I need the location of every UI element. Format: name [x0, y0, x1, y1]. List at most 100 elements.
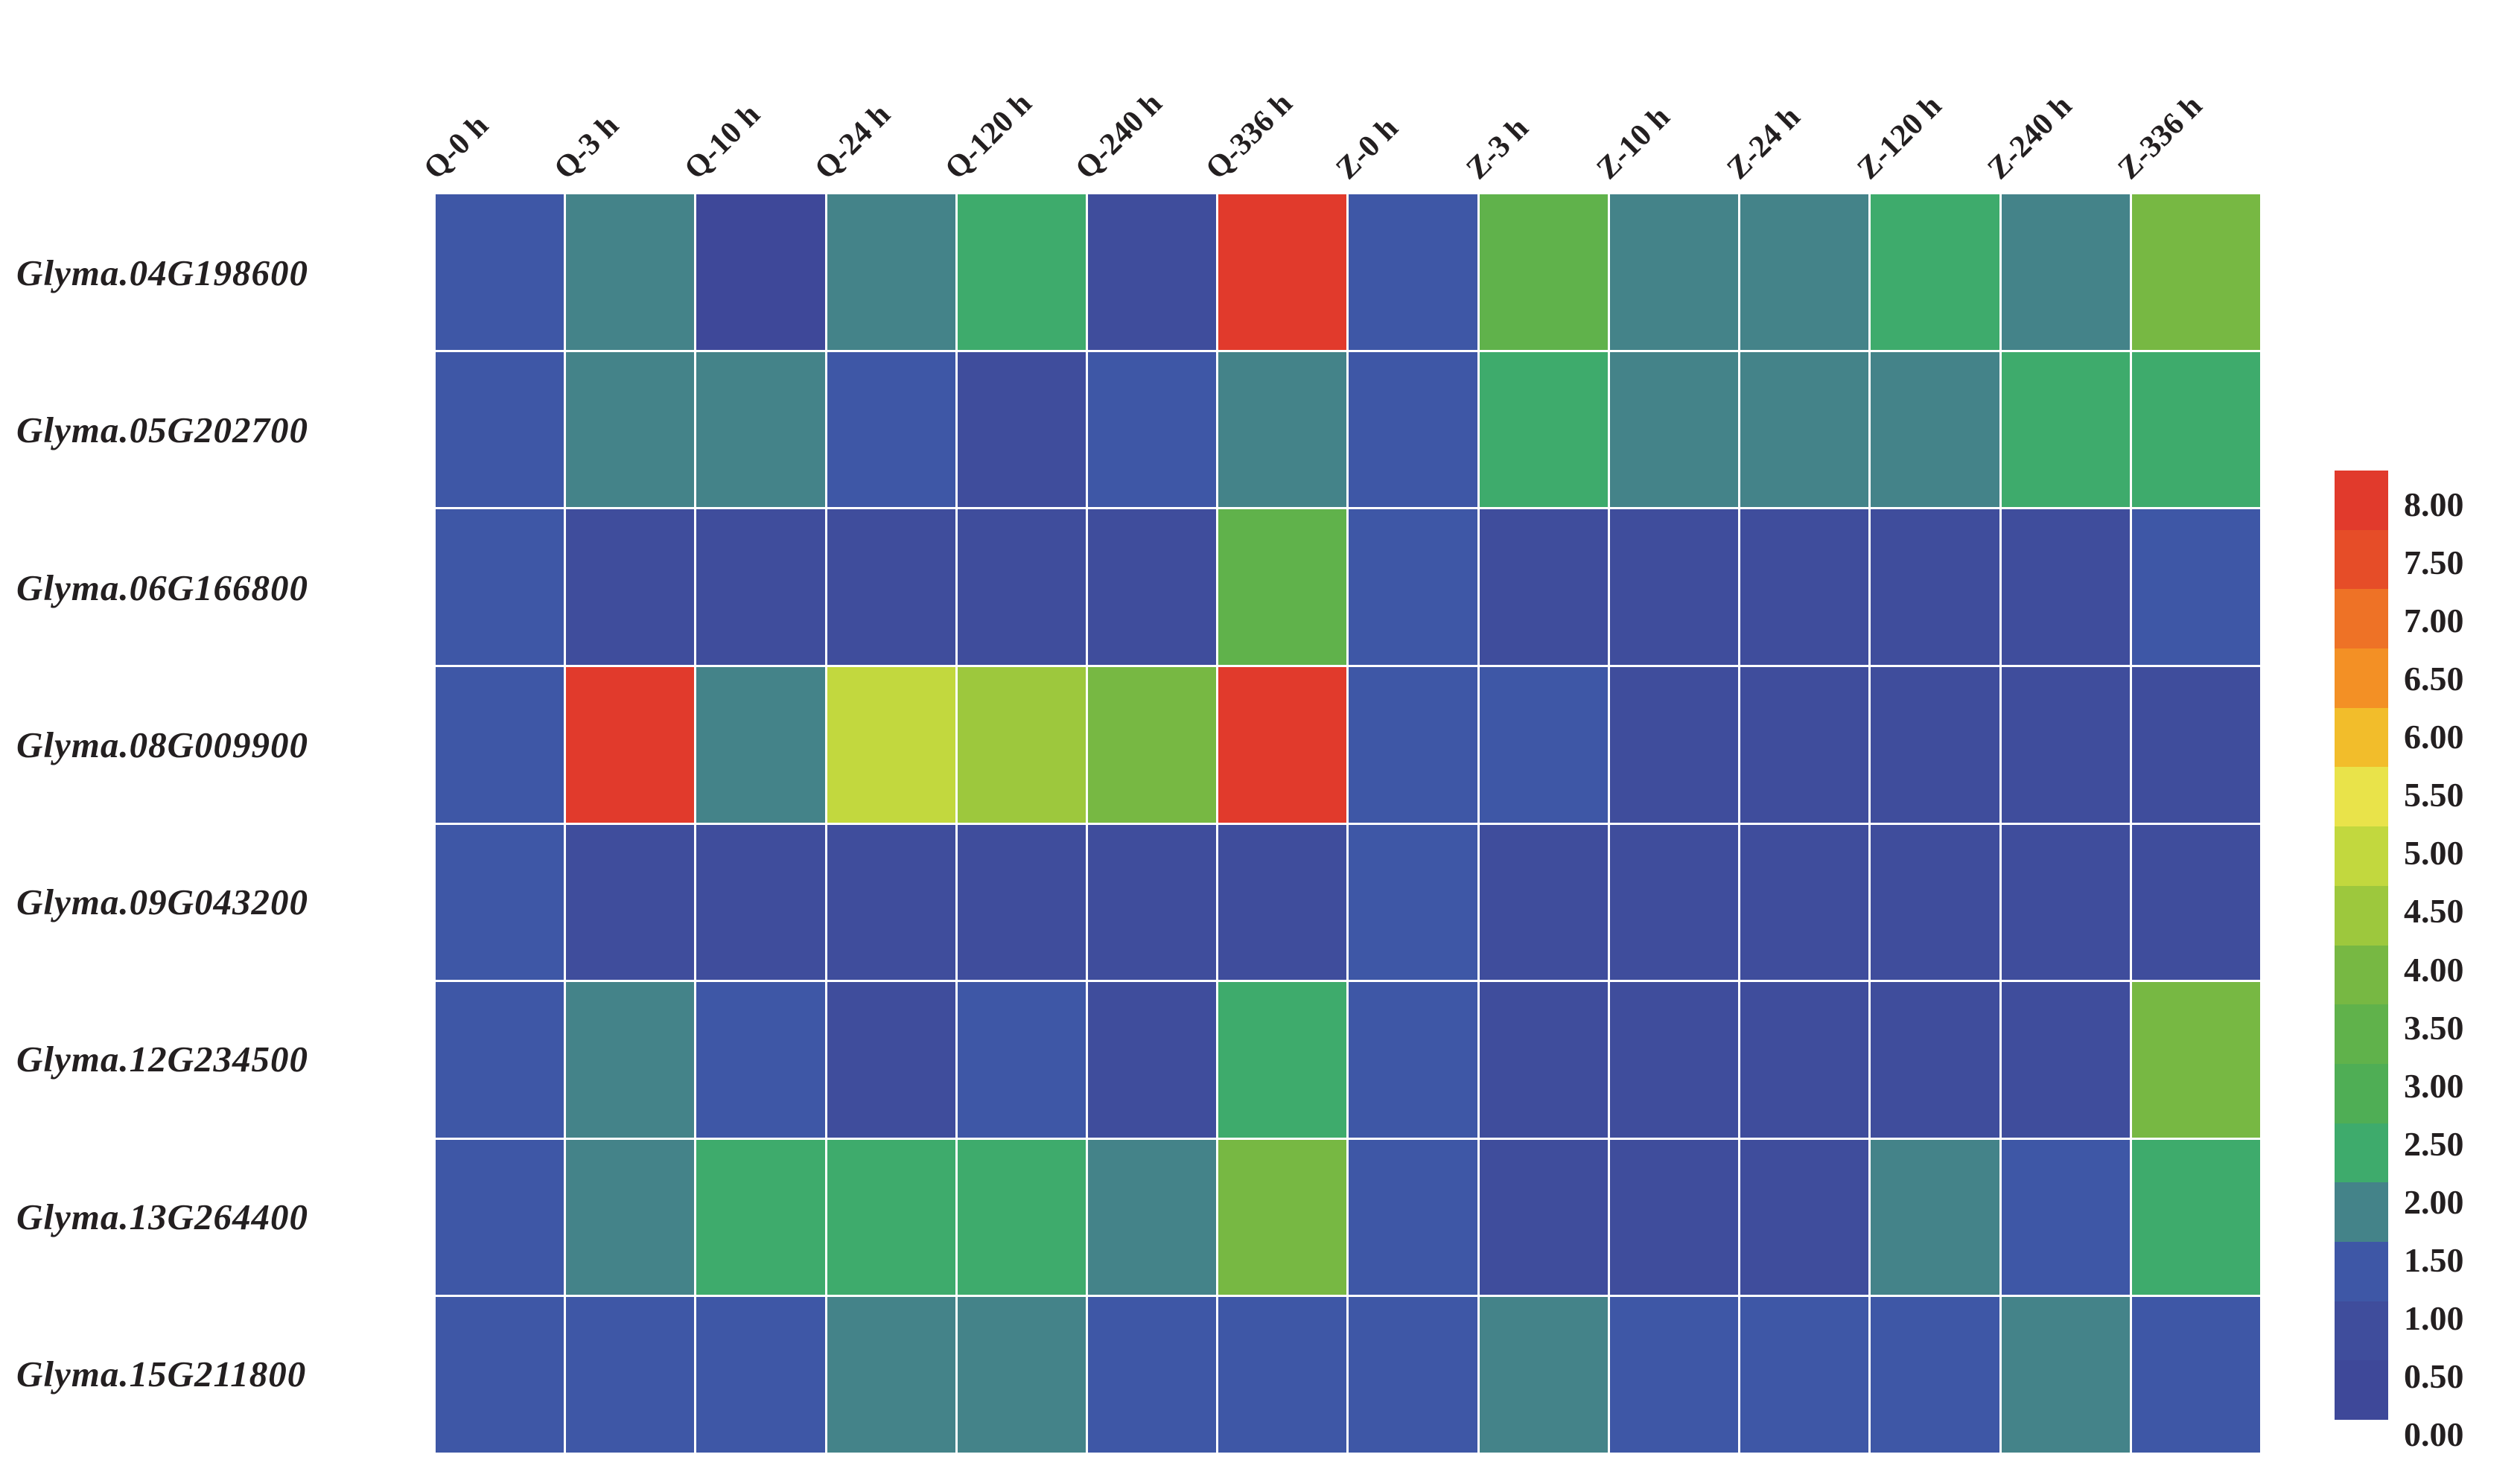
colorbar-segment — [2335, 1182, 2388, 1242]
heatmap-cell — [827, 1139, 955, 1295]
colorbar-tick-label: 1.00 — [2404, 1298, 2464, 1337]
column-label: Q-24 h — [808, 97, 897, 186]
heatmap-grid — [436, 194, 2260, 1453]
heatmap-cell — [1088, 1297, 1217, 1453]
heatmap-cell — [2001, 666, 2130, 823]
heatmap-cell — [957, 982, 1086, 1138]
column-label: Q-240 h — [1069, 86, 1169, 186]
heatmap-cell — [1609, 351, 1739, 508]
heatmap-cell — [1479, 824, 1608, 981]
colorbar-tick-label: 0.50 — [2404, 1357, 2464, 1395]
colorbar-tick-label: 7.50 — [2404, 543, 2464, 582]
heatmap-cell — [1349, 194, 1477, 350]
colorbar-segment — [2335, 826, 2388, 886]
heatmap-cell — [566, 824, 695, 981]
colorbar-segment — [2335, 1301, 2388, 1361]
heatmap-cell — [1218, 1139, 1347, 1295]
heatmap-cell — [1349, 982, 1477, 1138]
column-label: Z-0 h — [1329, 110, 1405, 186]
row-label: Glyma.05G202700 — [16, 409, 308, 451]
heatmap-cell — [957, 351, 1086, 508]
heatmap-cell — [696, 194, 825, 350]
heatmap-cell — [1218, 509, 1347, 665]
row-label: Glyma.12G234500 — [16, 1039, 308, 1080]
colorbar-segment — [2335, 589, 2388, 649]
heatmap-cell — [696, 982, 825, 1138]
column-label: Q-0 h — [417, 108, 495, 186]
heatmap-cell — [827, 351, 955, 508]
heatmap-cell — [957, 1139, 1086, 1295]
colorbar-tick-label: 8.00 — [2404, 485, 2464, 523]
heatmap-cell — [696, 1297, 825, 1453]
colorbar-tick-label: 1.50 — [2404, 1240, 2464, 1279]
heatmap-cell — [2001, 194, 2130, 350]
heatmap-cell — [1609, 982, 1739, 1138]
column-label: Q-10 h — [678, 97, 767, 186]
heatmap-cell — [1871, 1139, 1999, 1295]
colorbar-segment — [2335, 885, 2388, 946]
heatmap-cell — [2131, 824, 2260, 981]
heatmap-cell — [566, 1297, 695, 1453]
heatmap-cell — [2131, 351, 2260, 508]
heatmap-cell — [436, 509, 564, 665]
heatmap-cell — [436, 351, 564, 508]
heatmap-cell — [1479, 1297, 1608, 1453]
colorbar — [2335, 471, 2388, 1420]
heatmap-cell — [2001, 509, 2130, 665]
heatmap-cell — [2131, 1297, 2260, 1453]
heatmap-cell — [957, 666, 1086, 823]
colorbar-tick-label: 6.00 — [2404, 718, 2464, 756]
heatmap-cell — [2131, 666, 2260, 823]
colorbar-tick-label: 2.00 — [2404, 1182, 2464, 1221]
heatmap-cell — [436, 194, 564, 350]
heatmap-cell — [2001, 1297, 2130, 1453]
colorbar-tick-label: 5.00 — [2404, 834, 2464, 873]
heatmap-cell — [436, 1297, 564, 1453]
column-label: Z-24 h — [1720, 100, 1807, 186]
heatmap-cell — [566, 1139, 695, 1295]
heatmap-cell — [696, 351, 825, 508]
heatmap-cell — [1349, 666, 1477, 823]
heatmap-cell — [1349, 1297, 1477, 1453]
heatmap-cell — [1218, 351, 1347, 508]
heatmap-cell — [1871, 194, 1999, 350]
colorbar-segment — [2335, 1360, 2388, 1420]
heatmap-cell — [696, 666, 825, 823]
heatmap-cell — [957, 1297, 1086, 1453]
heatmap-cell — [1088, 509, 1217, 665]
colorbar-tick-label: 0.00 — [2404, 1415, 2464, 1453]
heatmap-cell — [1871, 509, 1999, 665]
row-label: Glyma.08G009900 — [16, 724, 308, 765]
heatmap-cell — [566, 194, 695, 350]
row-label: Glyma.15G211800 — [16, 1353, 307, 1394]
heatmap-cell — [1609, 824, 1739, 981]
heatmap-cell — [1740, 666, 1869, 823]
heatmap-cell — [1218, 194, 1347, 350]
heatmap-cell — [1740, 1139, 1869, 1295]
heatmap-cell — [1218, 1297, 1347, 1453]
heatmap-cell — [1088, 666, 1217, 823]
heatmap-cell — [1609, 509, 1739, 665]
heatmap-cell — [1218, 666, 1347, 823]
heatmap-cell — [1479, 982, 1608, 1138]
row-label: Glyma.13G264400 — [16, 1196, 308, 1237]
colorbar-tick-label: 3.50 — [2404, 1008, 2464, 1047]
heatmap-cell — [1088, 351, 1217, 508]
heatmap-cell — [1871, 666, 1999, 823]
colorbar-tick-label: 2.50 — [2404, 1124, 2464, 1163]
heatmap-cell — [566, 666, 695, 823]
heatmap-cell — [566, 351, 695, 508]
heatmap-cell — [827, 666, 955, 823]
heatmap-cell — [1088, 194, 1217, 350]
heatmap-cell — [1349, 351, 1477, 508]
heatmap-cell — [696, 1139, 825, 1295]
heatmap-cell — [2001, 351, 2130, 508]
heatmap-cell — [1349, 824, 1477, 981]
heatmap-cell — [1349, 1139, 1477, 1295]
heatmap-cell — [1740, 982, 1869, 1138]
heatmap-cell — [436, 982, 564, 1138]
heatmap-cell — [1740, 351, 1869, 508]
colorbar-segment — [2335, 945, 2388, 1005]
colorbar-tick-label: 6.50 — [2404, 660, 2464, 698]
